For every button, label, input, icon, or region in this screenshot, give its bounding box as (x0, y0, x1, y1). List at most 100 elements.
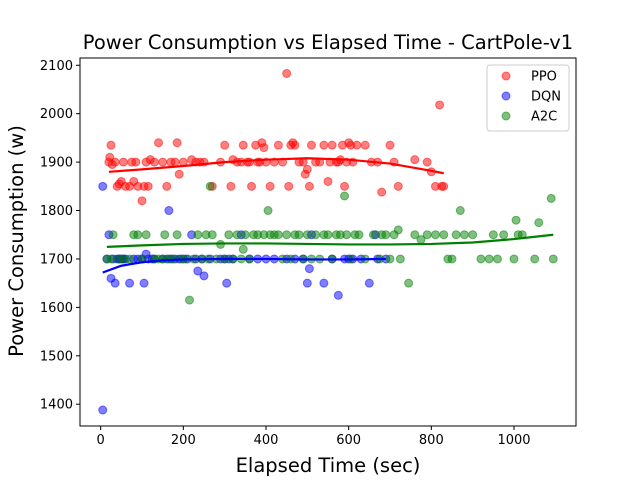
data-point-a2c (294, 230, 304, 240)
data-point-a2c (492, 254, 502, 264)
data-point-dqn (333, 290, 343, 300)
data-point-ppo (360, 140, 370, 150)
data-point-ppo (226, 181, 236, 191)
legend-item-ppo: PPO (501, 70, 557, 85)
legend: PPO DQN A2C (486, 64, 570, 132)
data-point-ppo (259, 143, 269, 153)
data-point-ppo (265, 181, 275, 191)
data-point-dqn (98, 405, 108, 415)
y-tick-label: 1900 (40, 156, 73, 171)
x-tick-label: 400 (254, 433, 279, 448)
data-point-dqn (304, 264, 314, 274)
data-point-ppo (284, 181, 294, 191)
data-point-a2c (548, 254, 558, 264)
data-point-a2c (410, 230, 420, 240)
data-point-ppo (377, 187, 387, 197)
data-point-a2c (125, 254, 135, 264)
plot-frame (79, 57, 577, 427)
legend-marker (501, 91, 511, 101)
data-point-ppo (304, 181, 314, 191)
data-point-a2c (368, 230, 378, 240)
data-point-a2c (546, 193, 556, 203)
data-point-ppo (410, 155, 420, 165)
legend-marker (501, 111, 511, 121)
data-point-ppo (131, 157, 141, 167)
data-point-ppo (158, 157, 168, 167)
legend-item-a2c: A2C (501, 110, 557, 125)
data-point-a2c (273, 230, 283, 240)
data-point-ppo (422, 157, 432, 167)
data-point-a2c (484, 254, 494, 264)
data-point-ppo (174, 169, 184, 179)
data-point-a2c (133, 230, 143, 240)
data-point-a2c (342, 230, 352, 240)
y-tick-label: 2000 (40, 107, 73, 122)
y-tick-label: 1500 (40, 349, 73, 364)
data-point-ppo (327, 140, 337, 150)
y-tick-label: 1700 (40, 252, 73, 267)
data-point-ppo (340, 181, 350, 191)
data-point-a2c (160, 230, 170, 240)
data-point-a2c (185, 295, 195, 305)
x-tick-label: 0 (97, 433, 105, 448)
data-point-a2c (282, 230, 292, 240)
data-point-ppo (439, 181, 449, 191)
data-point-a2c (141, 230, 151, 240)
trend-line-dqn (102, 257, 386, 274)
data-point-dqn (164, 206, 174, 216)
y-tick-label: 1600 (40, 301, 73, 316)
data-point-a2c (311, 230, 321, 240)
data-point-a2c (108, 230, 118, 240)
data-point-dqn (98, 181, 108, 191)
data-point-a2c (476, 254, 486, 264)
data-point-a2c (395, 254, 405, 264)
data-point-a2c (468, 230, 478, 240)
data-point-dqn (222, 278, 232, 288)
data-point-dqn (110, 278, 120, 288)
data-point-a2c (455, 206, 465, 216)
legend-label: A2C (531, 110, 557, 125)
trend-line-a2c (106, 233, 554, 248)
data-point-ppo (162, 181, 172, 191)
data-point-ppo (385, 140, 395, 150)
data-point-ppo (143, 181, 153, 191)
data-point-ppo (393, 181, 403, 191)
data-point-a2c (340, 191, 350, 201)
data-point-dqn (319, 278, 329, 288)
data-point-a2c (451, 230, 461, 240)
y-tick-label: 1800 (40, 204, 73, 219)
data-point-a2c (393, 225, 403, 235)
data-point-a2c (430, 230, 440, 240)
data-point-ppo (106, 140, 116, 150)
legend-item-dqn: DQN (501, 90, 561, 105)
data-point-a2c (106, 254, 116, 264)
data-point-a2c (404, 278, 414, 288)
data-point-a2c (172, 230, 182, 240)
legend-label: PPO (531, 70, 557, 85)
data-point-a2c (530, 254, 540, 264)
data-point-ppo (306, 140, 316, 150)
data-point-ppo (302, 164, 312, 174)
data-point-a2c (459, 230, 469, 240)
data-point-a2c (509, 254, 519, 264)
data-point-ppo (149, 157, 159, 167)
data-point-dqn (199, 271, 209, 281)
data-point-dqn (302, 278, 312, 288)
data-point-a2c (422, 230, 432, 240)
data-point-a2c (499, 230, 509, 240)
data-point-ppo (247, 181, 257, 191)
data-point-ppo (282, 68, 292, 78)
data-point-ppo (244, 157, 254, 167)
data-point-a2c (381, 230, 391, 240)
data-point-dqn (139, 278, 149, 288)
data-point-a2c (488, 230, 498, 240)
data-point-ppo (172, 138, 182, 148)
data-point-a2c (511, 215, 521, 225)
data-point-a2c (385, 254, 395, 264)
data-point-ppo (154, 138, 164, 148)
data-point-ppo (435, 100, 445, 110)
data-point-a2c (193, 230, 203, 240)
data-point-ppo (170, 157, 180, 167)
y-tick-label: 1400 (40, 398, 73, 413)
x-axis-label: Elapsed Time (sec) (236, 454, 421, 477)
